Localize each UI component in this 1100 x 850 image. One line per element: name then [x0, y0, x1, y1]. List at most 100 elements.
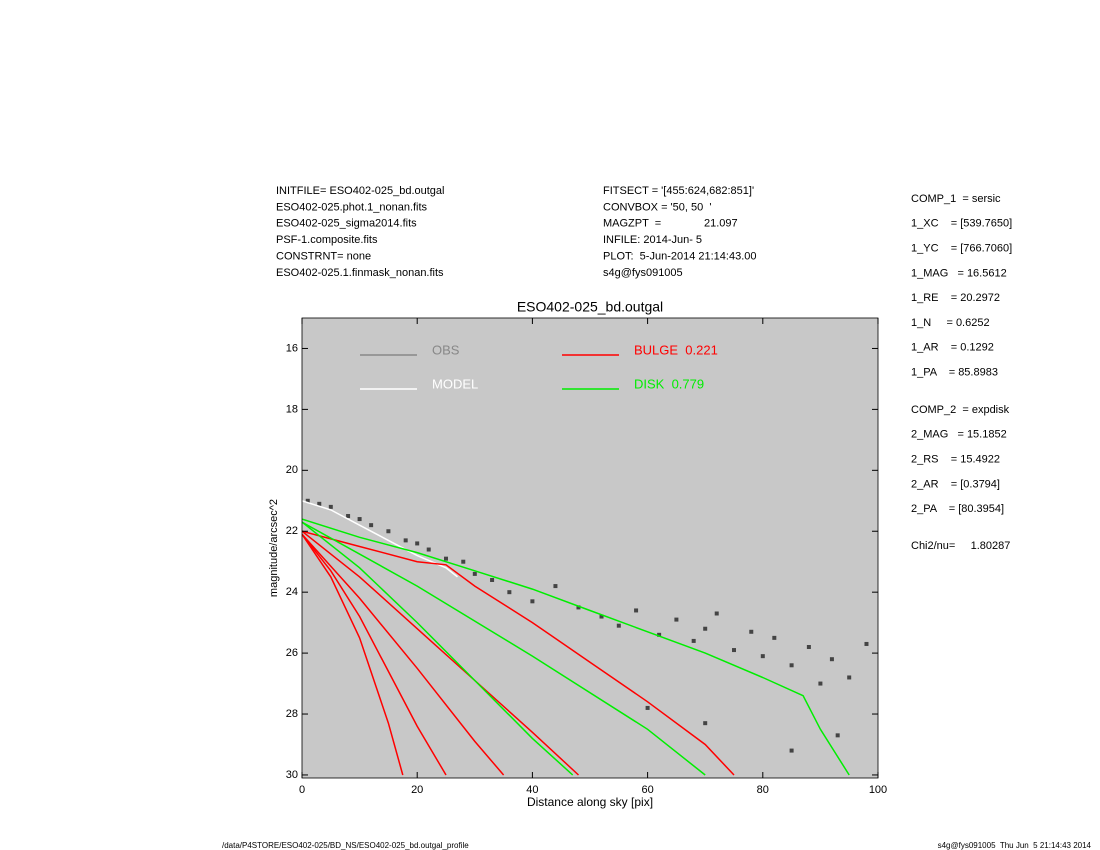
fit-parameter: 1_AR = 0.1292	[911, 342, 994, 354]
x-tick-label: 0	[299, 784, 305, 796]
obs-point	[703, 626, 708, 631]
header-middle-line: s4g@fys091005	[603, 267, 683, 279]
obs-point	[576, 605, 581, 610]
obs-point	[714, 611, 719, 616]
obs-point	[789, 748, 794, 753]
obs-point	[305, 498, 310, 503]
fit-parameter: 1_PA = 85.8983	[911, 367, 998, 379]
obs-point	[732, 648, 736, 653]
obs-point	[507, 590, 512, 595]
obs-point	[772, 635, 777, 640]
header-middle-line: PLOT: 5-Jun-2014 21:14:43.00	[603, 251, 757, 263]
footer-right: s4g@fys091005 Thu Jun 5 21:14:43 2014	[938, 841, 1092, 850]
header-middle-line: FITSECT = '[455:624,682:851]'	[603, 185, 754, 197]
obs-point	[357, 517, 362, 522]
profile-line	[302, 521, 706, 776]
y-tick-label: 20	[286, 464, 298, 476]
legend-label: DISK 0.779	[634, 376, 704, 391]
plot-frame	[301, 317, 879, 779]
fit-parameter: 1_YC = [766.7060]	[911, 243, 1012, 255]
obs-point	[444, 556, 448, 561]
plot-background	[302, 318, 878, 778]
header-left-line: INITFILE= ESO402-025_bd.outgal	[276, 185, 444, 197]
obs-point	[461, 559, 466, 564]
y-tick-label: 30	[286, 769, 298, 781]
x-tick-label: 100	[869, 784, 887, 796]
header-left-line: CONSTRNT= none	[276, 251, 371, 263]
header-left-line: ESO402-025.phot.1_nonan.fits	[276, 201, 428, 213]
obs-point	[749, 629, 754, 634]
obs-point	[789, 663, 794, 668]
y-tick-label: 18	[286, 403, 298, 415]
y-tick-label: 28	[286, 708, 298, 720]
obs-point	[426, 547, 431, 552]
fit-parameter: 2_PA = [80.3954]	[911, 503, 1004, 515]
obs-point	[674, 617, 679, 622]
obs-point	[386, 529, 391, 534]
obs-point	[328, 504, 333, 509]
legend-label: BULGE 0.221	[634, 342, 718, 357]
obs-point	[657, 632, 662, 637]
plot-area	[302, 498, 869, 776]
fit-parameter: COMP_1 = sersic	[911, 193, 1001, 205]
fit-parameter: 2_AR = [0.3794]	[911, 478, 1000, 490]
x-tick-label: 40	[526, 784, 538, 796]
fit-parameter: 2_MAG = 15.1852	[911, 429, 1007, 441]
x-tick-label: 80	[757, 784, 769, 796]
x-axis-label: Distance along sky [pix]	[527, 795, 653, 809]
profile-line	[302, 500, 458, 578]
obs-point	[818, 681, 823, 686]
x-tick-label: 20	[411, 784, 423, 796]
x-tick-label: 60	[641, 784, 653, 796]
obs-point	[806, 645, 811, 650]
footer-left: /data/P4STORE/ESO402-025/BD_NS/ESO402-02…	[222, 841, 469, 850]
header-left-line: ESO402-025_sigma2014.fits	[276, 218, 417, 230]
obs-point	[691, 638, 696, 643]
obs-point	[403, 538, 408, 543]
obs-point	[415, 541, 420, 546]
header-middle-line: MAGZPT = 21.097	[603, 218, 738, 230]
legend-label: MODEL	[432, 376, 478, 391]
header-left-line: ESO402-025.1.finmask_nonan.fits	[276, 267, 444, 279]
chart-title: ESO402-025_bd.outgal	[517, 299, 663, 315]
fit-parameter: COMP_2 = expdisk	[911, 404, 1010, 416]
header-middle-line: INFILE: 2014-Jun- 5	[603, 234, 702, 246]
obs-point	[490, 577, 495, 582]
obs-point	[599, 614, 604, 619]
profile-line	[302, 533, 404, 776]
obs-point	[317, 501, 322, 506]
profile-line	[302, 518, 850, 776]
obs-point	[530, 599, 535, 604]
y-tick-label: 16	[286, 342, 298, 354]
obs-point	[634, 608, 639, 613]
profile-line	[302, 533, 505, 776]
y-tick-label: 22	[286, 525, 298, 537]
legend-label: OBS	[432, 342, 460, 357]
fit-parameter: 1_N = 0.6252	[911, 317, 990, 329]
obs-point	[703, 721, 708, 726]
fit-parameter: 1_XC = [539.7650]	[911, 218, 1012, 230]
obs-point	[472, 571, 477, 576]
header-left-line: PSF-1.composite.fits	[276, 234, 378, 246]
fit-parameter: 1_MAG = 16.5612	[911, 267, 1007, 279]
fit-parameter: Chi2/nu= 1.80287	[911, 540, 1010, 552]
obs-point	[835, 733, 840, 738]
profile-line	[302, 521, 574, 776]
obs-point	[829, 657, 834, 662]
obs-point	[369, 523, 374, 528]
obs-point	[616, 623, 621, 628]
y-tick-label: 24	[286, 586, 298, 598]
profile-line	[302, 530, 735, 776]
header-middle-line: CONVBOX = '50, 50 '	[603, 201, 711, 213]
y-axis-label: magnitude/arcsec^2	[268, 499, 280, 597]
y-tick-label: 26	[286, 647, 298, 659]
obs-point	[847, 675, 852, 680]
profile-line	[302, 530, 580, 776]
obs-point	[864, 641, 869, 646]
fit-parameter: 1_RE = 20.2972	[911, 292, 1000, 304]
obs-point	[346, 514, 351, 519]
obs-point	[553, 584, 558, 589]
obs-point	[760, 654, 765, 659]
